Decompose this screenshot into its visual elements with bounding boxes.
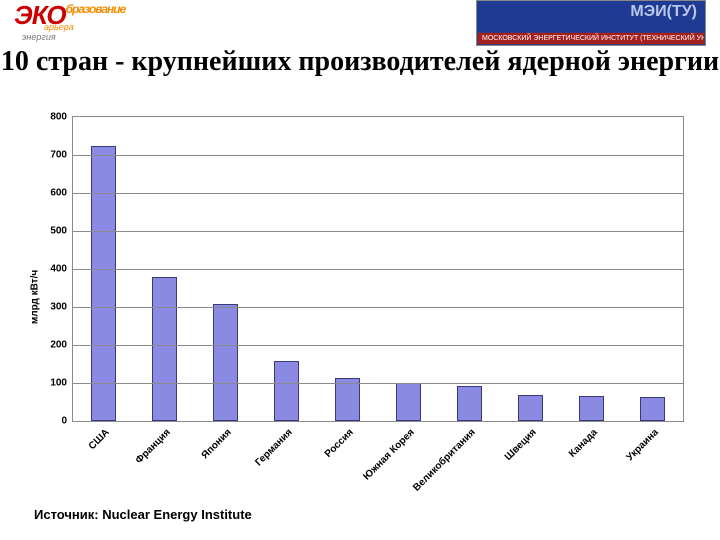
plot-area: 0100200300400500600700800СШАФранцияЯпони… bbox=[72, 116, 684, 422]
y-tick-label: 0 bbox=[61, 416, 67, 427]
x-tick-label: Южная Корея bbox=[361, 427, 416, 482]
bar bbox=[91, 146, 117, 422]
bar bbox=[396, 383, 422, 421]
bar bbox=[152, 277, 178, 421]
logo-left-sup: бразование bbox=[66, 2, 126, 16]
x-tick-label: Украина bbox=[624, 427, 660, 463]
x-tick-label: Германия bbox=[253, 427, 294, 468]
y-tick-label: 200 bbox=[50, 340, 67, 351]
y-tick-label: 500 bbox=[50, 226, 67, 237]
y-tick-label: 300 bbox=[50, 302, 67, 313]
logo-right-main: МЭИ(ТУ) bbox=[477, 1, 705, 21]
bar bbox=[213, 304, 239, 421]
bar bbox=[640, 397, 666, 421]
page: ЭКОбразование арьера энергия МЭИ(ТУ) МОС… bbox=[0, 0, 720, 540]
y-tick-label: 100 bbox=[50, 378, 67, 389]
logo-right: МЭИ(ТУ) МОСКОВСКИЙ ЭНЕРГЕТИЧЕСКИЙ ИНСТИТ… bbox=[476, 0, 706, 46]
grid-line bbox=[73, 155, 683, 156]
bar bbox=[274, 361, 300, 421]
x-tick-label: Россия bbox=[322, 427, 355, 460]
grid-line bbox=[73, 345, 683, 346]
x-tick-label: Канада bbox=[567, 427, 600, 460]
page-title: 10 стран - крупнейших производителей яде… bbox=[0, 46, 720, 77]
x-tick-label: Швеция bbox=[502, 427, 538, 463]
logo-right-sub: МОСКОВСКИЙ ЭНЕРГЕТИЧЕСКИЙ ИНСТИТУТ (ТЕХН… bbox=[477, 32, 705, 45]
y-tick-label: 400 bbox=[50, 264, 67, 275]
grid-line bbox=[73, 193, 683, 194]
grid-line bbox=[73, 383, 683, 384]
bar bbox=[457, 386, 483, 421]
y-tick-label: 700 bbox=[50, 150, 67, 161]
x-tick-label: Франция bbox=[133, 427, 172, 466]
bar-chart: млрд кВт/ч 0100200300400500600700800СШАФ… bbox=[38, 116, 688, 478]
y-tick-label: 800 bbox=[50, 112, 67, 123]
y-axis-label: млрд кВт/ч bbox=[30, 270, 41, 324]
x-tick-label: США bbox=[86, 427, 111, 452]
logo-left-line3: энергия bbox=[22, 32, 125, 42]
grid-line bbox=[73, 307, 683, 308]
grid-line bbox=[73, 231, 683, 232]
bar bbox=[518, 395, 544, 421]
x-tick-label: Великобритания bbox=[411, 427, 478, 494]
bar bbox=[335, 378, 361, 421]
x-tick-label: Япония bbox=[199, 427, 233, 461]
y-tick-label: 600 bbox=[50, 188, 67, 199]
logo-left: ЭКОбразование арьера энергия bbox=[14, 4, 125, 42]
bar bbox=[579, 396, 605, 421]
source-label: Источник: Nuclear Energy Institute bbox=[34, 507, 252, 522]
grid-line bbox=[73, 269, 683, 270]
